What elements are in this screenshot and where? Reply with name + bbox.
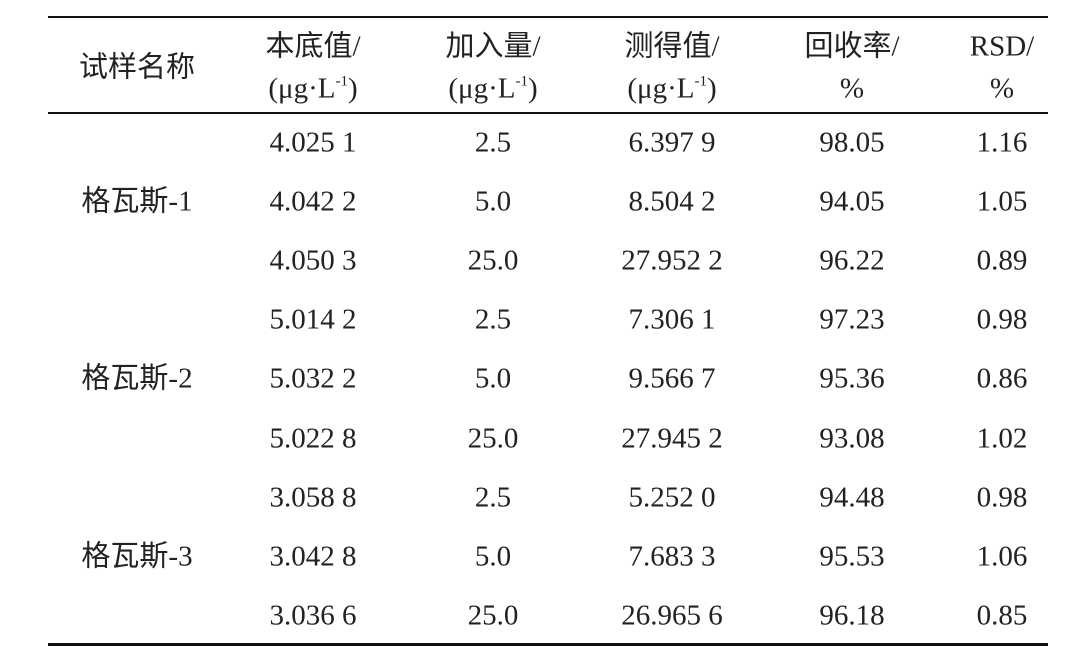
data-cell: 5.032 2 — [269, 362, 357, 395]
data-cell: 0.85 — [976, 599, 1028, 632]
data-cell: 93.08 — [819, 422, 885, 454]
data-cell: 95.53 — [819, 540, 885, 573]
data-cell: 94.48 — [819, 481, 885, 514]
data-cell: 2.5 — [474, 126, 512, 159]
unit-text: % — [989, 72, 1015, 105]
data-cell: 1.06 — [976, 540, 1028, 573]
data-cell: 4.025 1 — [269, 126, 357, 159]
data-cell: 26.965 6 — [621, 599, 723, 632]
unit-text: % — [839, 72, 865, 105]
data-cell: 25.0 — [467, 599, 519, 632]
unit-exponent: -1 — [515, 73, 528, 90]
data-cell: 27.945 2 — [621, 422, 723, 454]
data-cell: 7.683 3 — [628, 540, 716, 573]
data-cell: 8.504 2 — [628, 185, 716, 218]
unit-text: (μg·L — [268, 72, 336, 105]
data-cell: 0.86 — [976, 362, 1028, 395]
data-cell: 25.0 — [467, 422, 519, 454]
data-cell: 95.36 — [819, 362, 885, 395]
unit-text: ) — [527, 72, 538, 105]
data-cell: 5.0 — [474, 185, 512, 218]
unit-text: ) — [347, 72, 358, 105]
data-cell: 5.252 0 — [628, 481, 716, 514]
header-rule — [48, 112, 1048, 114]
data-cell: 4.050 3 — [269, 244, 357, 277]
data-cell: 5.0 — [474, 540, 512, 573]
header-unit: (μg·L-1) — [268, 72, 358, 105]
data-cell: 0.89 — [976, 244, 1028, 277]
data-cell: 25.0 — [467, 244, 519, 277]
sample-name: 格瓦斯-2 — [81, 362, 193, 395]
data-cell: 1.02 — [976, 422, 1028, 454]
bottom-rule — [48, 643, 1048, 646]
header-cell: 测得值/ — [624, 30, 720, 63]
data-cell: 7.306 1 — [628, 303, 716, 336]
data-cell: 94.05 — [819, 185, 885, 218]
header-cell: 本底值/ — [265, 30, 361, 63]
data-cell: 5.022 8 — [269, 422, 357, 454]
data-cell: 1.16 — [976, 126, 1028, 159]
unit-exponent: -1 — [694, 73, 707, 90]
sample-name: 格瓦斯-3 — [81, 540, 193, 573]
header-cell: 试样名称 — [78, 51, 196, 84]
data-cell: 27.952 2 — [621, 244, 723, 277]
data-cell: 97.23 — [819, 303, 885, 336]
data-cell: 0.98 — [976, 481, 1028, 514]
data-cell: 96.22 — [819, 244, 885, 277]
header-cell: 回收率/ — [804, 30, 900, 63]
data-cell: 2.5 — [474, 481, 512, 514]
data-cell: 5.0 — [474, 362, 512, 395]
top-rule — [48, 16, 1048, 18]
unit-text: ) — [706, 72, 717, 105]
header-cell: RSD/ — [969, 30, 1035, 63]
header-unit: (μg·L-1) — [448, 72, 538, 105]
data-cell: 3.042 8 — [269, 540, 357, 573]
data-cell: 3.036 6 — [269, 599, 357, 632]
data-cell: 9.566 7 — [628, 362, 716, 395]
header-unit: % — [989, 72, 1015, 105]
data-cell: 0.98 — [976, 303, 1028, 336]
sample-name: 格瓦斯-1 — [81, 185, 193, 218]
unit-exponent: -1 — [335, 73, 348, 90]
data-cell: 1.05 — [976, 185, 1028, 218]
header-unit: (μg·L-1) — [627, 72, 717, 105]
data-cell: 6.397 9 — [628, 126, 716, 159]
unit-text: (μg·L — [448, 72, 516, 105]
data-cell: 5.014 2 — [269, 303, 357, 336]
data-cell: 4.042 2 — [269, 185, 357, 218]
data-cell: 2.5 — [474, 303, 512, 336]
data-cell: 98.05 — [819, 126, 885, 159]
header-cell: 加入量/ — [445, 30, 541, 63]
unit-text: (μg·L — [627, 72, 695, 105]
data-cell: 3.058 8 — [269, 481, 357, 514]
header-unit: % — [839, 72, 865, 105]
data-cell: 96.18 — [819, 599, 885, 632]
